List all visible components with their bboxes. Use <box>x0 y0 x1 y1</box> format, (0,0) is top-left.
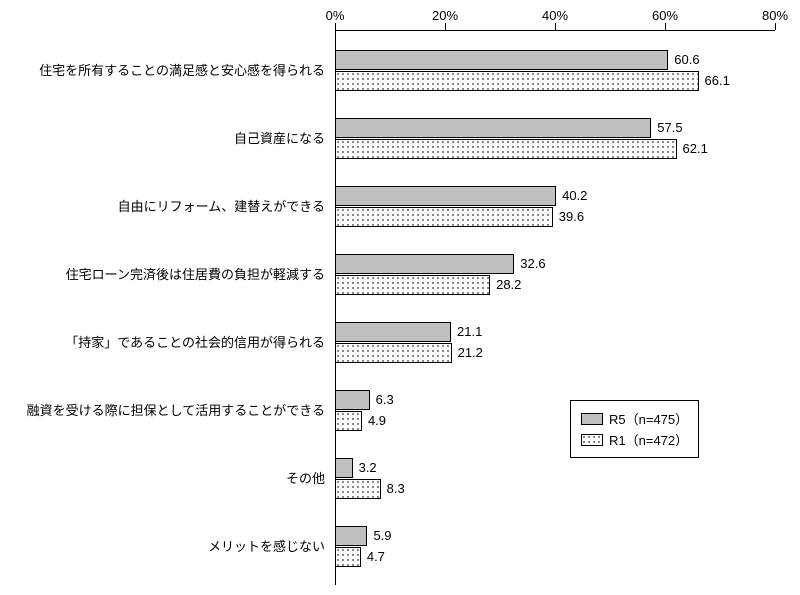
bar-r5 <box>335 458 353 478</box>
category-label: 自己資産になる <box>234 131 325 147</box>
bar-value-r5: 5.9 <box>373 528 391 543</box>
category-label: メリットを感じない <box>208 539 325 555</box>
x-tick <box>555 23 556 30</box>
x-axis-label: 60% <box>652 8 678 23</box>
bar-r1 <box>335 343 452 363</box>
bar-value-r5: 40.2 <box>562 188 587 203</box>
legend: R5（n=475） R1（n=472） <box>570 400 699 458</box>
bar-value-r5: 60.6 <box>674 52 699 67</box>
y-axis-line <box>335 30 336 585</box>
bar-r1 <box>335 207 553 227</box>
bar-value-r1: 66.1 <box>705 73 730 88</box>
bar-r1 <box>335 411 362 431</box>
category-label: 自由にリフォーム、建替えができる <box>118 199 325 215</box>
x-axis-label: 80% <box>762 8 788 23</box>
bar-value-r1: 4.7 <box>367 549 385 564</box>
bar-r1 <box>335 71 699 91</box>
x-tick <box>335 23 336 30</box>
legend-swatch-r1 <box>581 434 603 446</box>
bar-value-r5: 32.6 <box>520 256 545 271</box>
bar-value-r1: 62.1 <box>683 141 708 156</box>
bar-value-r5: 57.5 <box>657 120 682 135</box>
bar-r5 <box>335 390 370 410</box>
category-label: 住宅を所有することの満足感と安心感を得られる <box>39 63 325 79</box>
bar-value-r5: 21.1 <box>457 324 482 339</box>
legend-swatch-r5 <box>581 413 603 425</box>
bar-r5 <box>335 254 514 274</box>
plot-area: 0%20%40%60%80%60.666.1住宅を所有することの満足感と安心感を… <box>335 30 775 585</box>
bar-value-r1: 28.2 <box>496 277 521 292</box>
legend-label-r1: R1（n=472） <box>609 430 688 449</box>
bar-value-r5: 3.2 <box>359 460 377 475</box>
bar-value-r1: 39.6 <box>559 209 584 224</box>
category-label: その他 <box>286 471 325 487</box>
bar-r5 <box>335 322 451 342</box>
bar-r1 <box>335 275 490 295</box>
bar-value-r1: 21.2 <box>458 345 483 360</box>
category-label: 「持家」であることの社会的信用が得られる <box>65 335 325 351</box>
horizontal-bar-chart: 0% 20% 40% 60% 80% 60.6 66.1 住宅を所有することの満足感と安心感を… <box>0 0 800 595</box>
x-axis-label: 20% <box>432 8 458 23</box>
bar-r5 <box>335 526 367 546</box>
bar-r1 <box>335 547 361 567</box>
category-label: 融資を受ける際に担保として活用することができる <box>27 403 325 419</box>
x-axis-line <box>335 30 775 31</box>
bar-value-r5: 6.3 <box>376 392 394 407</box>
bar-r5 <box>335 186 556 206</box>
bar-r1 <box>335 139 677 159</box>
x-axis-label: 40% <box>542 8 568 23</box>
bar-value-r1: 8.3 <box>387 481 405 496</box>
bar-r5 <box>335 118 651 138</box>
x-tick <box>665 23 666 30</box>
bar-r1 <box>335 479 381 499</box>
category-label: 住宅ローン完済後は住居費の負担が軽減する <box>66 267 325 283</box>
bar-r5 <box>335 50 668 70</box>
x-tick <box>775 23 776 30</box>
x-axis-label: 0% <box>326 8 345 23</box>
bar-value-r1: 4.9 <box>368 413 386 428</box>
legend-label-r5: R5（n=475） <box>609 409 688 428</box>
legend-item-r1: R1（n=472） <box>581 430 688 449</box>
legend-item-r5: R5（n=475） <box>581 409 688 428</box>
x-tick <box>445 23 446 30</box>
